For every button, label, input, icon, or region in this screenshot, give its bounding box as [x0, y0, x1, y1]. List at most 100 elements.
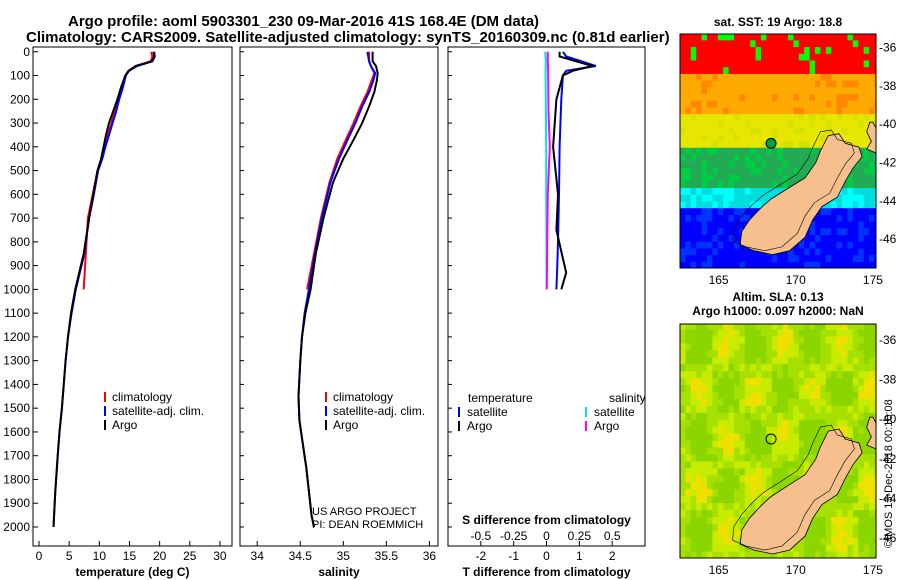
map-cell: [717, 93, 724, 101]
map-cell: [798, 86, 805, 95]
map-cell: [842, 234, 849, 242]
map-cell: [717, 120, 724, 128]
map-cell: [717, 241, 724, 249]
map-cell: [798, 405, 805, 413]
map-cell: [701, 467, 708, 476]
map-cell: [685, 147, 692, 155]
map-cell: [750, 46, 757, 54]
map-cell: [820, 516, 827, 524]
map-cell: [847, 127, 854, 135]
map-cell: [847, 384, 854, 393]
map-cell: [788, 39, 795, 48]
map-cell: [874, 221, 876, 229]
map-cell: [847, 120, 854, 128]
map-cell: [744, 261, 751, 268]
map-cell: [734, 106, 741, 115]
map-cell: [690, 207, 697, 215]
map-cell: [712, 453, 719, 462]
map-cell: [809, 73, 816, 81]
map-cell: [852, 328, 859, 337]
sst-map-frame: [679, 33, 877, 269]
map-cell: [734, 93, 741, 101]
map-cell: [858, 495, 865, 504]
map-cell: [798, 127, 805, 135]
map-cell: [809, 100, 816, 108]
map-cell: [836, 46, 843, 54]
map-cell: [755, 120, 762, 128]
map-cell: [707, 120, 714, 128]
map-cell: [707, 140, 714, 148]
map-cell: [739, 113, 746, 121]
map-cell: [707, 214, 714, 222]
map-cell: [874, 474, 876, 483]
map-cell: [723, 214, 730, 222]
map-cell: [723, 384, 730, 393]
map-cell: [761, 160, 768, 168]
map-cell: [788, 349, 795, 358]
map-cell: [744, 474, 751, 483]
map-cell: [707, 59, 714, 68]
map-cell: [782, 167, 789, 175]
map-cell: [771, 180, 778, 189]
map-cell: [701, 342, 708, 351]
map-cell: [734, 446, 741, 455]
map-cell: [712, 207, 719, 215]
map-cell: [815, 221, 822, 229]
map-cell: [680, 495, 687, 504]
map-cell: [809, 46, 816, 54]
map-cell: [734, 377, 741, 386]
map-cell: [815, 106, 822, 115]
map-cell: [761, 46, 768, 54]
map-cell: [852, 412, 859, 420]
map-cell: [744, 440, 751, 448]
map-cell: [852, 234, 859, 242]
map-cell: [680, 516, 687, 524]
map-cell: [815, 120, 822, 128]
legend-title-temperature: temperature: [468, 391, 533, 405]
map-cell: [815, 241, 822, 249]
map-cell: [750, 398, 757, 406]
map-cell: [782, 324, 789, 330]
map-cell: [869, 247, 876, 256]
map-cell: [766, 127, 773, 135]
map-cell: [685, 221, 692, 229]
map-cell: [858, 509, 865, 517]
map-cell: [777, 440, 784, 448]
map-cell: [744, 433, 751, 441]
map-cell: [712, 384, 719, 393]
map-cell: [728, 544, 735, 552]
map-cell: [755, 113, 762, 121]
map-cell: [831, 335, 838, 344]
map-cell: [831, 200, 838, 209]
map-cell: [734, 180, 741, 189]
map-cell: [836, 247, 843, 256]
map-cell: [744, 147, 751, 155]
map-cell: [728, 39, 735, 48]
map-cell: [869, 342, 876, 351]
map-cell: [863, 194, 870, 202]
map-cell: [723, 200, 730, 209]
map-cell: [755, 363, 762, 372]
map-cell: [847, 342, 854, 351]
map-cell: [739, 426, 746, 434]
map-cell: [793, 356, 800, 365]
map-cell: [680, 39, 687, 48]
map-cell: [836, 530, 843, 538]
map-cell: [707, 153, 714, 162]
map-cell: [766, 80, 773, 88]
map-cell: [852, 59, 859, 68]
map-cell: [793, 453, 800, 462]
map-cell: [680, 254, 687, 262]
map-cell: [788, 419, 795, 427]
map-cell: [836, 200, 843, 209]
map-cell: [804, 106, 811, 115]
map-cell: [771, 80, 778, 88]
map-cell: [836, 234, 843, 242]
map-cell: [842, 335, 849, 344]
map-cell: [690, 100, 697, 108]
map-cell: [685, 34, 692, 41]
map-cell: [712, 324, 719, 330]
map-cell: [852, 384, 859, 393]
map-cell: [869, 335, 876, 344]
map-cell: [739, 221, 746, 229]
